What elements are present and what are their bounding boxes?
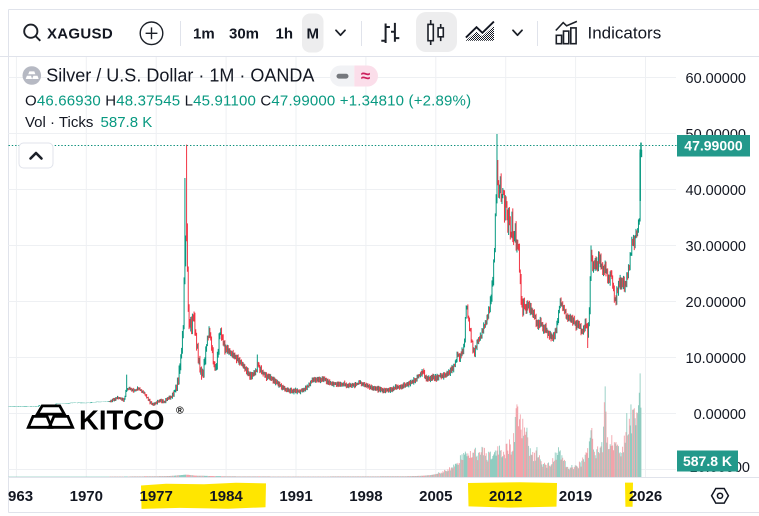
svg-text:30.00000: 30.00000 [686, 239, 746, 255]
svg-text:≈: ≈ [361, 67, 370, 86]
svg-text:1963: 1963 [0, 488, 33, 505]
svg-text:20.00000: 20.00000 [686, 295, 746, 311]
svg-text:Silver / U.S. Dollar · 1M · OA: Silver / U.S. Dollar · 1M · OANDA [46, 66, 314, 86]
svg-text:Vol · Ticks 587.8 K: Vol · Ticks 587.8 K [25, 114, 152, 131]
svg-text:30m: 30m [229, 26, 259, 43]
svg-text:1m: 1m [193, 26, 215, 43]
svg-text:M: M [306, 26, 319, 43]
svg-text:®: ® [176, 405, 184, 417]
svg-text:0.00000: 0.00000 [694, 407, 746, 423]
svg-text:587.8 K: 587.8 K [683, 453, 732, 469]
svg-text:1970: 1970 [70, 488, 103, 505]
svg-text:2026: 2026 [629, 488, 662, 505]
svg-text:O46.66930 H48.37545 L45.91100: O46.66930 H48.37545 L45.91100 C47.99000 … [25, 92, 471, 109]
svg-text:1h: 1h [276, 26, 294, 43]
svg-text:47.99000: 47.99000 [684, 138, 743, 154]
svg-text:2005: 2005 [419, 488, 452, 505]
svg-text:2019: 2019 [559, 488, 592, 505]
svg-text:2012: 2012 [489, 488, 522, 505]
svg-text:Indicators: Indicators [588, 24, 662, 43]
svg-text:1991: 1991 [279, 488, 312, 505]
svg-text:XAGUSD: XAGUSD [47, 26, 113, 43]
svg-text:1998: 1998 [349, 488, 382, 505]
svg-text:1977: 1977 [140, 488, 173, 505]
svg-text:60.00000: 60.00000 [686, 71, 746, 87]
svg-text:1984: 1984 [209, 488, 243, 505]
svg-text:KITCO: KITCO [79, 405, 165, 436]
svg-text:40.00000: 40.00000 [686, 183, 746, 199]
svg-text:10.00000: 10.00000 [686, 351, 746, 367]
